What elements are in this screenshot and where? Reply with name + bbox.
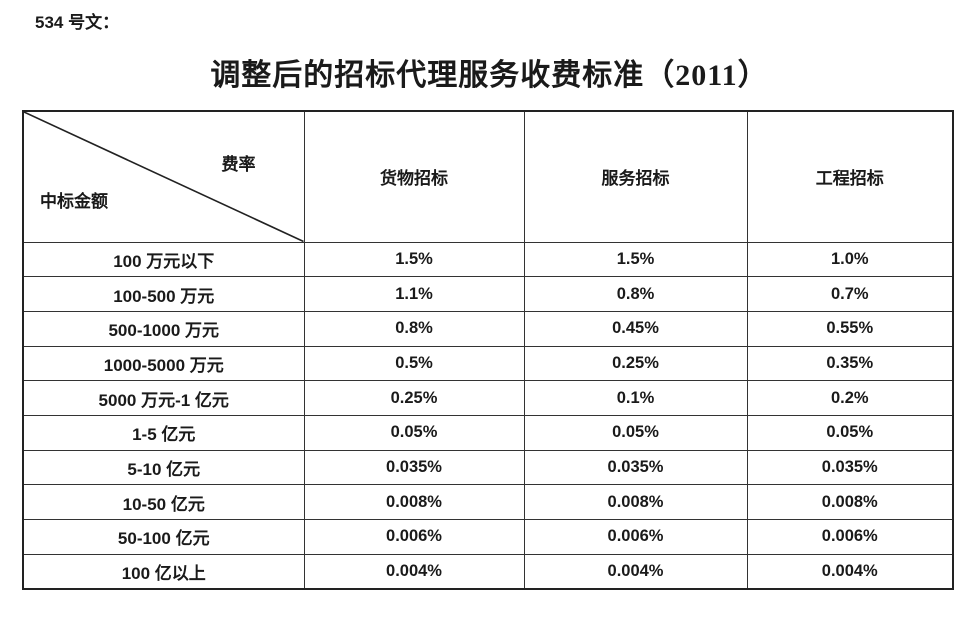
- fee-value: 0.035%: [746, 449, 954, 486]
- table-row: 1000-5000 万元 0.5% 0.25% 0.35%: [22, 345, 954, 382]
- fee-value: 0.8%: [303, 310, 525, 347]
- row-label: 10-50 亿元: [22, 484, 305, 520]
- fee-value: 0.55%: [746, 310, 954, 347]
- table-row: 100 万元以下 1.5% 1.5% 1.0%: [22, 241, 954, 278]
- doc-number: 534 号文：: [35, 13, 120, 32]
- fee-value: 0.5%: [303, 345, 525, 382]
- fee-rate-table: 费率 中标金额 货物招标 服务招标 工程招标 100 万元以下 1.5% 1.5…: [22, 110, 954, 590]
- table-row: 500-1000 万元 0.8% 0.45% 0.55%: [22, 310, 954, 347]
- header-row: 费率 中标金额 货物招标 服务招标 工程招标: [22, 110, 954, 243]
- table-row: 1-5 亿元 0.05% 0.05% 0.05%: [22, 414, 954, 451]
- table-row: 100-500 万元 1.1% 0.8% 0.7%: [22, 276, 954, 312]
- table-row: 5000 万元-1 亿元 0.25% 0.1% 0.2%: [22, 380, 954, 416]
- row-label: 100 亿以上: [22, 553, 305, 590]
- row-label: 100-500 万元: [22, 276, 305, 312]
- fee-value: 0.35%: [746, 345, 954, 382]
- fee-value: 0.006%: [303, 519, 525, 555]
- fee-value: 1.5%: [303, 241, 525, 278]
- fee-value: 0.004%: [523, 553, 748, 590]
- fee-value: 1.5%: [523, 241, 748, 278]
- fee-value: 0.8%: [523, 276, 748, 312]
- corner-cell: 费率 中标金额: [22, 110, 305, 243]
- fee-value: 0.035%: [523, 449, 748, 486]
- row-label: 100 万元以下: [22, 241, 305, 278]
- fee-value: 0.004%: [746, 553, 954, 590]
- fee-value: 0.006%: [746, 519, 954, 555]
- page-title: 调整后的招标代理服务收费标准（2011）: [210, 59, 769, 92]
- fee-value: 0.035%: [303, 449, 525, 486]
- diagonal-line: [24, 112, 304, 242]
- fee-value: 0.008%: [303, 484, 525, 520]
- corner-amount-label: 中标金额: [40, 191, 108, 211]
- table-row: 10-50 亿元 0.008% 0.008% 0.008%: [22, 484, 954, 520]
- fee-value: 0.1%: [523, 380, 748, 416]
- fee-value: 0.45%: [523, 310, 748, 347]
- row-label: 5-10 亿元: [22, 449, 305, 486]
- row-label: 5000 万元-1 亿元: [22, 380, 305, 416]
- fee-value: 0.25%: [523, 345, 748, 382]
- col-header-services: 服务招标: [523, 110, 748, 243]
- fee-value: 0.05%: [746, 414, 954, 451]
- fee-value: 0.006%: [523, 519, 748, 555]
- fee-value: 1.0%: [746, 241, 954, 278]
- table-row: 5-10 亿元 0.035% 0.035% 0.035%: [22, 449, 954, 486]
- fee-value: 0.004%: [303, 553, 525, 590]
- table-row: 100 亿以上 0.004% 0.004% 0.004%: [22, 553, 954, 590]
- fee-value: 0.05%: [303, 414, 525, 451]
- row-label: 50-100 亿元: [22, 519, 305, 555]
- col-header-goods: 货物招标: [303, 110, 525, 243]
- fee-value: 0.7%: [746, 276, 954, 312]
- row-label: 1000-5000 万元: [22, 345, 305, 382]
- corner-rate-label: 费率: [221, 155, 256, 174]
- fee-value: 0.05%: [523, 414, 748, 451]
- fee-value: 0.008%: [523, 484, 748, 520]
- fee-value: 1.1%: [303, 276, 525, 312]
- row-label: 500-1000 万元: [22, 310, 305, 347]
- fee-value: 0.008%: [746, 484, 954, 520]
- table-row: 50-100 亿元 0.006% 0.006% 0.006%: [22, 519, 954, 555]
- fee-value: 0.2%: [746, 380, 954, 416]
- col-header-engineering: 工程招标: [746, 110, 954, 243]
- row-label: 1-5 亿元: [22, 414, 305, 451]
- fee-value: 0.25%: [303, 380, 525, 416]
